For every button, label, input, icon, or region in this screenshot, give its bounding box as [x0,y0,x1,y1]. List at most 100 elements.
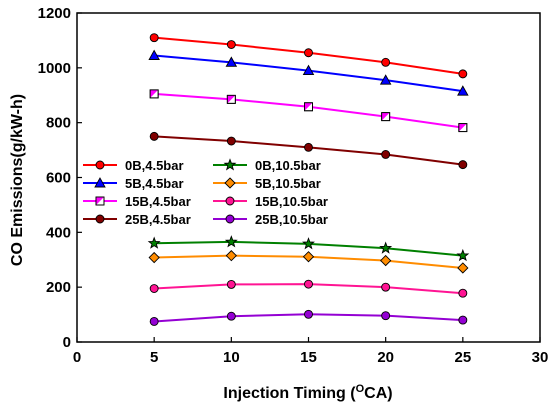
data-point-marker [225,214,235,224]
data-point-marker [457,85,469,96]
x-tick-label: 20 [377,349,394,366]
data-point-marker-outline [149,89,159,99]
y-tick-label: 0 [63,334,71,351]
data-point-marker [225,196,235,206]
series-layer [147,33,470,326]
x-tick-label: 5 [150,349,158,366]
data-point-marker [302,237,315,250]
axes: 0 5 10 15 20 25 30 0 200 400 600 800 1000 1200 [38,5,549,366]
data-point-marker [226,311,236,321]
data-point-marker [381,282,391,292]
data-point-marker [225,56,238,67]
data-point-marker [380,254,392,267]
x-axis-title-suffix: CA) [364,385,392,402]
data-point-marker [226,40,236,49]
legend-label: 5B,10.5bar [255,176,321,191]
data-point-marker [381,150,391,159]
data-point-marker [302,64,315,76]
data-point-marker [379,241,393,254]
legend-entry: 25B,4.5bar [83,212,191,227]
data-point-marker [381,311,391,321]
data-point-marker [458,160,468,170]
y-tick-label: 800 [46,115,71,132]
data-point-marker [458,315,468,325]
data-point-marker-outline [381,112,391,122]
series-25B,10.5bar [149,309,468,326]
data-point-marker [149,33,159,43]
data-point-marker [304,142,313,152]
y-tick-label: 600 [46,170,71,187]
x-tick-label: 0 [73,349,81,366]
legend-entry: 25B,10.5bar [213,212,328,227]
legend-label: 25B,10.5bar [255,212,328,227]
data-point-marker [149,284,159,293]
data-point-marker [94,177,106,188]
data-point-marker-fill [227,95,236,104]
series-0B,10.5bar [147,235,470,262]
legend-entry: 0B,4.5bar [83,158,184,173]
data-point-marker [147,236,161,249]
data-point-marker [148,49,160,60]
x-axis-title: Injection Timing (OCA) [223,383,392,402]
data-point-marker [457,262,469,274]
data-point-marker-fill [96,197,104,205]
data-point-marker-fill [381,112,390,121]
data-point-marker-outline [458,123,468,133]
data-point-marker [458,288,468,298]
x-tick-label: 10 [223,349,240,366]
data-point-marker [225,250,237,262]
legend-label: 25B,4.5bar [125,212,191,227]
data-point-marker [148,251,160,264]
legend-entry: 15B,4.5bar [83,194,191,209]
series-5B,10.5bar [148,250,469,274]
data-point-marker [226,136,236,146]
legend-entry: 15B,10.5bar [213,194,328,209]
legend-label: 15B,10.5bar [255,194,328,209]
series-5B,4.5bar [148,49,469,96]
series-15B,10.5bar [149,279,468,298]
data-point-marker-fill [458,123,467,132]
data-point-marker [226,279,236,289]
data-point-marker [223,158,237,171]
legend-entry: 5B,10.5bar [213,176,321,191]
data-point-marker [381,57,391,67]
data-point-marker [95,214,105,224]
data-point-marker [149,131,159,141]
legend-entry: 5B,4.5bar [83,176,184,191]
series-15B,4.5bar [149,89,468,133]
data-point-marker [456,248,470,262]
legend-entry: 0B,10.5bar [213,158,321,173]
legend-label: 0B,4.5bar [125,158,184,173]
x-tick-label: 15 [300,349,317,366]
y-tick-label: 1200 [38,5,71,22]
x-tick-label: 30 [532,349,549,366]
data-point-marker [302,251,315,263]
data-point-marker [458,69,468,79]
y-axis-title: CO Emissions(g/kW-h) [9,94,26,266]
data-point-marker-fill [150,89,159,98]
data-point-marker-outline [95,196,105,206]
data-point-marker [224,177,236,189]
y-tick-label: 1000 [38,60,71,77]
legend-label: 0B,10.5bar [255,158,321,173]
legend: 0B,4.5bar 5B,4.5bar 15B,4.5bar 25B,4.5bar 0B… [83,158,328,227]
data-point-marker [304,48,313,58]
legend-label: 15B,4.5bar [125,194,191,209]
legend-label: 5B,4.5bar [125,176,184,191]
data-point-marker-fill [304,102,313,111]
series-0B,4.5bar [149,33,468,79]
data-point-marker-outline [304,102,313,112]
data-point-marker [224,235,238,248]
data-point-marker [379,74,392,85]
data-point-marker-outline [226,94,236,104]
data-point-marker [149,316,159,326]
data-point-marker [304,309,313,319]
x-axis-title-sup: O [356,383,365,395]
y-tick-label: 200 [46,279,71,296]
x-tick-label: 25 [454,349,471,366]
x-axis-title-main: Injection Timing ( [223,385,356,402]
data-point-marker [95,160,105,170]
data-point-marker [304,279,313,289]
y-tick-label: 400 [46,224,71,241]
